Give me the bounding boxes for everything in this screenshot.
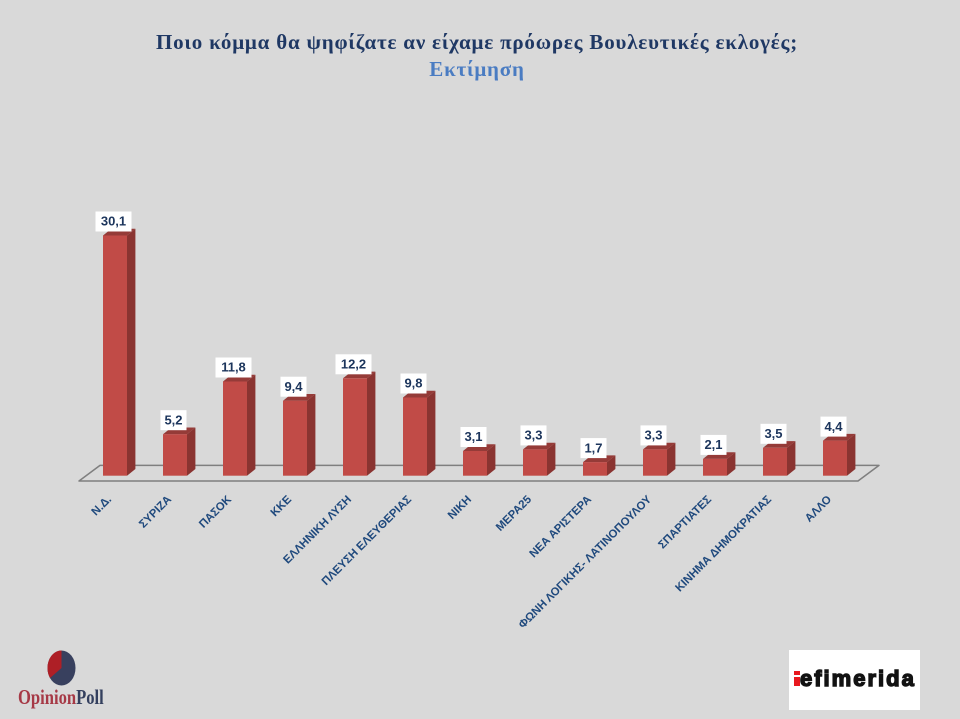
svg-text:ΦΩΝΗ ΛΟΓΙΚΗΣ- ΛΑΤΙΝΟΠΟΥΛΟΥ: ΦΩΝΗ ΛΟΓΙΚΗΣ- ΛΑΤΙΝΟΠΟΥΛΟΥ bbox=[517, 493, 655, 631]
svg-text:ΣΥΡΙΖΑ: ΣΥΡΙΖΑ bbox=[137, 494, 174, 531]
svg-text:9,8: 9,8 bbox=[404, 376, 422, 391]
svg-text:ΝΕΑ ΑΡΙΣΤΕΡΑ: ΝΕΑ ΑΡΙΣΤΕΡΑ bbox=[528, 494, 595, 561]
svg-text:3,1: 3,1 bbox=[464, 429, 482, 444]
svg-text:3,3: 3,3 bbox=[644, 428, 662, 443]
svg-text:12,2: 12,2 bbox=[341, 357, 366, 372]
svg-text:ΠΑΣΟΚ: ΠΑΣΟΚ bbox=[197, 493, 235, 531]
svg-text:3,3: 3,3 bbox=[524, 428, 542, 443]
svg-text:ΝΙΚΗ: ΝΙΚΗ bbox=[446, 494, 474, 522]
svg-text:4,4: 4,4 bbox=[824, 419, 843, 434]
svg-text:2,1: 2,1 bbox=[704, 437, 722, 452]
svg-text:ΣΠΑΡΤΙΑΤΕΣ: ΣΠΑΡΤΙΑΤΕΣ bbox=[656, 494, 714, 552]
svg-text:ΑΛΛΟ: ΑΛΛΟ bbox=[803, 494, 834, 525]
svg-text:1,7: 1,7 bbox=[584, 440, 602, 455]
svg-text:11,8: 11,8 bbox=[221, 360, 246, 375]
svg-text:Ν.Δ.: Ν.Δ. bbox=[90, 494, 115, 519]
svg-text:5,2: 5,2 bbox=[164, 412, 182, 427]
svg-text:30,1: 30,1 bbox=[101, 214, 126, 229]
svg-text:ΚΙΝΗΜΑ ΔΗΜΟΚΡΑΤΙΑΣ: ΚΙΝΗΜΑ ΔΗΜΟΚΡΑΤΙΑΣ bbox=[673, 494, 774, 595]
svg-text:9,4: 9,4 bbox=[284, 379, 303, 394]
svg-text:3,5: 3,5 bbox=[764, 426, 782, 441]
svg-text:ΚΚΕ: ΚΚΕ bbox=[269, 493, 295, 519]
svg-text:ΜΕΡΑ25: ΜΕΡΑ25 bbox=[494, 493, 535, 534]
